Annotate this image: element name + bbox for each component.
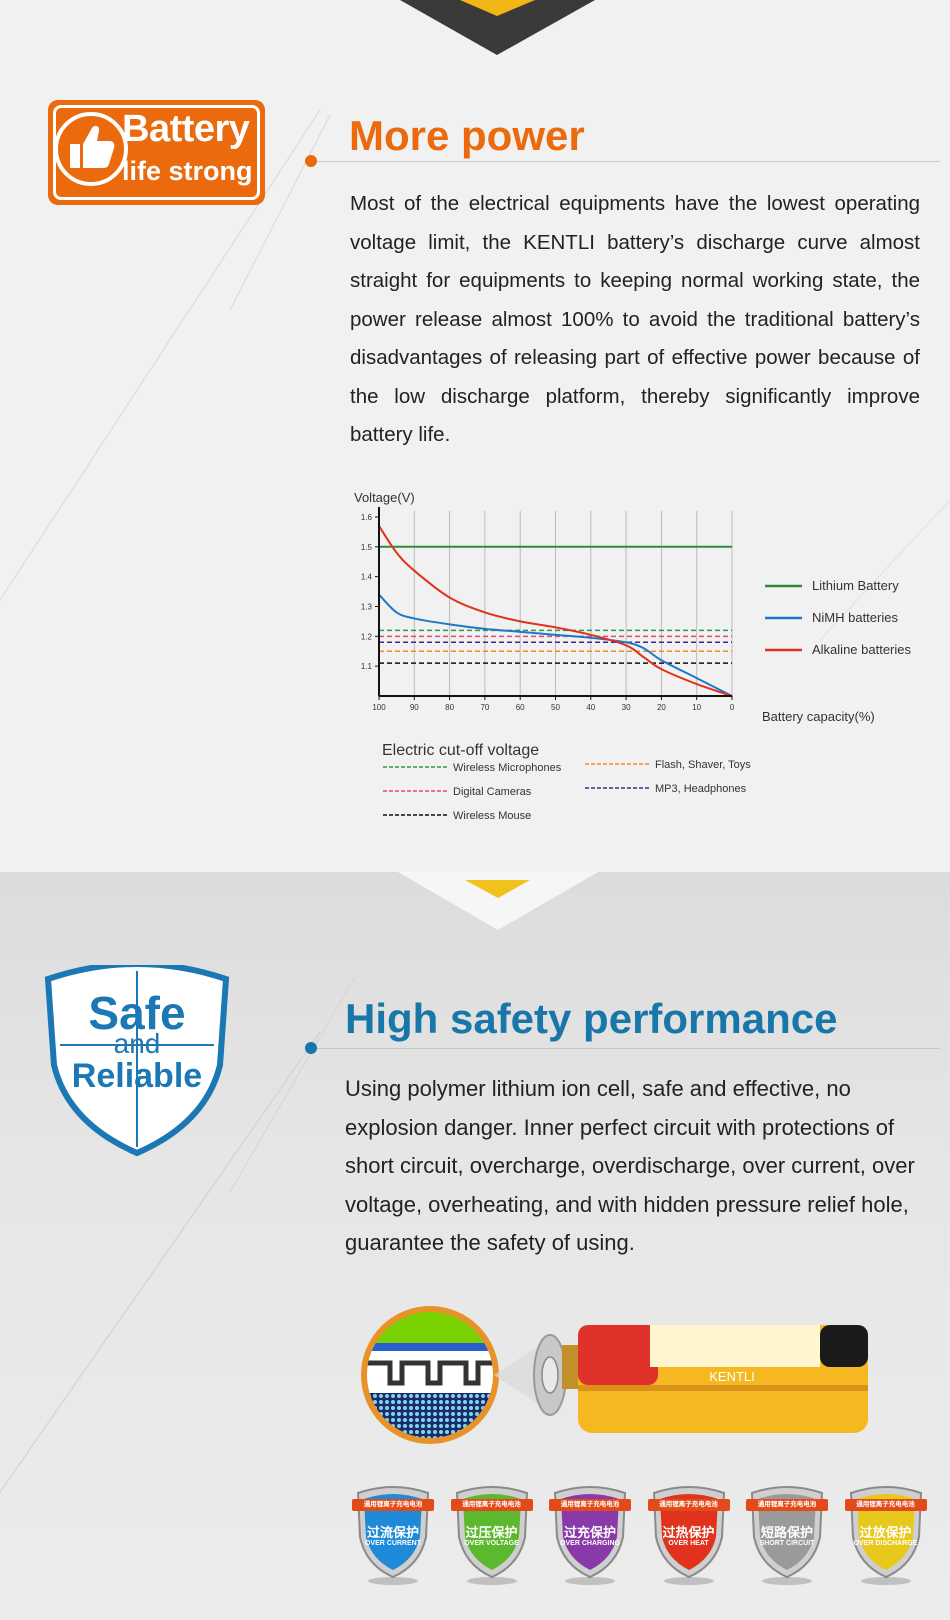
x-tick-label: 50 bbox=[551, 703, 560, 712]
section-title: More power bbox=[349, 112, 585, 159]
cutoff-label: Digital Cameras bbox=[453, 786, 532, 798]
title-divider bbox=[310, 161, 940, 162]
cutoff-label: Wireless Mouse bbox=[453, 810, 531, 822]
badge-ribbon: 通用锂离子充电电池 bbox=[450, 1499, 533, 1511]
x-tick-label: 70 bbox=[480, 703, 489, 712]
x-tick-label: 100 bbox=[372, 703, 386, 712]
y-tick-label: 1.2 bbox=[361, 632, 373, 641]
badge-shadow bbox=[565, 1577, 615, 1585]
protection-badge: 通用锂离子充电电池 过热保护 OVER HEAT bbox=[646, 1485, 732, 1585]
y-tick-label: 1.6 bbox=[361, 513, 373, 522]
discharge-curve-chart: Voltage(V) Battery capacity(%) Electric … bbox=[354, 490, 911, 822]
badge-shadow bbox=[860, 1577, 911, 1585]
badge-ribbon: 通用锂离子充电电池 bbox=[746, 1499, 828, 1511]
protection-badge: 通用锂离子充电电池 过放保护 OVER DISCHARGE bbox=[843, 1485, 929, 1585]
x-axis-label: Battery capacity(%) bbox=[762, 709, 875, 724]
y-tick-label: 1.5 bbox=[361, 543, 373, 552]
legend-label: NiMH batteries bbox=[812, 610, 898, 625]
x-tick-label: 30 bbox=[622, 703, 631, 712]
badge-en-label: OVER CHARGING bbox=[560, 1540, 620, 1547]
x-tick-label: 10 bbox=[692, 703, 701, 712]
section-title: High safety performance bbox=[345, 995, 838, 1042]
title-divider bbox=[310, 1048, 940, 1049]
section-paragraph: Using polymer lithium ion cell, safe and… bbox=[345, 1076, 915, 1255]
badge-ribbon: 通用锂离子充电电池 bbox=[647, 1499, 730, 1511]
badge-shadow bbox=[466, 1577, 517, 1585]
badge-shadow bbox=[663, 1577, 714, 1585]
cutoff-label: Flash, Shaver, Toys bbox=[655, 759, 751, 771]
safe-reliable-shield: Safe and Reliable bbox=[44, 965, 230, 1157]
series-line bbox=[378, 593, 733, 697]
y-tick-label: 1.4 bbox=[361, 573, 373, 582]
protection-badge: 通用锂离子充电电池 过压保护 OVER VOLTAGE bbox=[449, 1485, 535, 1585]
shield-line1: Safe bbox=[88, 987, 185, 1039]
title-dot bbox=[305, 1042, 317, 1054]
shield-line2: and bbox=[114, 1028, 161, 1059]
badge-cn-label: 短路保护 bbox=[760, 1525, 813, 1540]
cutoff-label: MP3, Headphones bbox=[655, 783, 747, 795]
battery-brand-label: KENTLI bbox=[709, 1369, 755, 1384]
section-paragraph: Most of the electrical equipments have t… bbox=[350, 192, 920, 446]
badge-line2: life strong bbox=[122, 156, 253, 186]
y-axis-label: Voltage(V) bbox=[354, 490, 415, 505]
legend-label: Alkaline batteries bbox=[812, 642, 911, 657]
legend-label: Lithium Battery bbox=[812, 578, 899, 593]
thumbs-up-icon bbox=[70, 125, 115, 168]
badge-cn-label: 过热保护 bbox=[662, 1525, 715, 1540]
badge-line1: Battery bbox=[122, 108, 250, 150]
badge-en-label: OVER DISCHARGE bbox=[853, 1540, 918, 1547]
protection-badge: 通用锂离子充电电池 过流保护 OVER CURRENT bbox=[350, 1485, 436, 1585]
badge-cn-label: 过充保护 bbox=[563, 1525, 616, 1540]
badge-en-label: OVER VOLTAGE bbox=[464, 1540, 519, 1547]
shield-line3: Reliable bbox=[72, 1057, 202, 1095]
battery-cell-image: KENTLI bbox=[361, 1306, 868, 1444]
background-decoration bbox=[0, 0, 950, 641]
series-line bbox=[378, 525, 733, 697]
badge-shadow bbox=[762, 1577, 812, 1585]
x-tick-label: 40 bbox=[586, 703, 595, 712]
x-tick-label: 60 bbox=[516, 703, 525, 712]
cutoff-legend-title: Electric cut-off voltage bbox=[382, 742, 539, 759]
x-tick-label: 0 bbox=[730, 703, 735, 712]
section-more-power: Battery life strong More power Most of t… bbox=[0, 0, 950, 822]
x-tick-label: 90 bbox=[410, 703, 419, 712]
badge-en-label: OVER HEAT bbox=[668, 1540, 709, 1547]
protection-badge: 通用锂离子充电电池 过充保护 OVER CHARGING bbox=[547, 1485, 633, 1585]
badge-ribbon: 通用锂离子充电电池 bbox=[844, 1499, 927, 1511]
badge-cn-label: 过压保护 bbox=[465, 1525, 518, 1540]
badge-ribbon: 通用锂离子充电电池 bbox=[549, 1499, 631, 1511]
background-decoration bbox=[0, 872, 598, 1493]
y-tick-label: 1.3 bbox=[361, 602, 373, 611]
y-tick-label: 1.1 bbox=[361, 662, 373, 671]
badge-shadow bbox=[368, 1577, 418, 1585]
battery-life-badge: Battery life strong bbox=[48, 100, 265, 205]
badge-en-label: OVER CURRENT bbox=[364, 1540, 421, 1547]
title-dot bbox=[305, 155, 317, 167]
x-tick-label: 80 bbox=[445, 703, 454, 712]
cutoff-label: Wireless Microphones bbox=[453, 762, 562, 774]
x-tick-label: 20 bbox=[657, 703, 666, 712]
badge-ribbon: 通用锂离子充电电池 bbox=[352, 1499, 434, 1511]
protection-badge: 通用锂离子充电电池 短路保护 SHORT CIRCUIT bbox=[744, 1485, 830, 1585]
badge-cn-label: 过流保护 bbox=[366, 1525, 419, 1540]
badge-en-label: SHORT CIRCUIT bbox=[759, 1540, 815, 1547]
badge-cn-label: 过放保护 bbox=[859, 1525, 912, 1540]
